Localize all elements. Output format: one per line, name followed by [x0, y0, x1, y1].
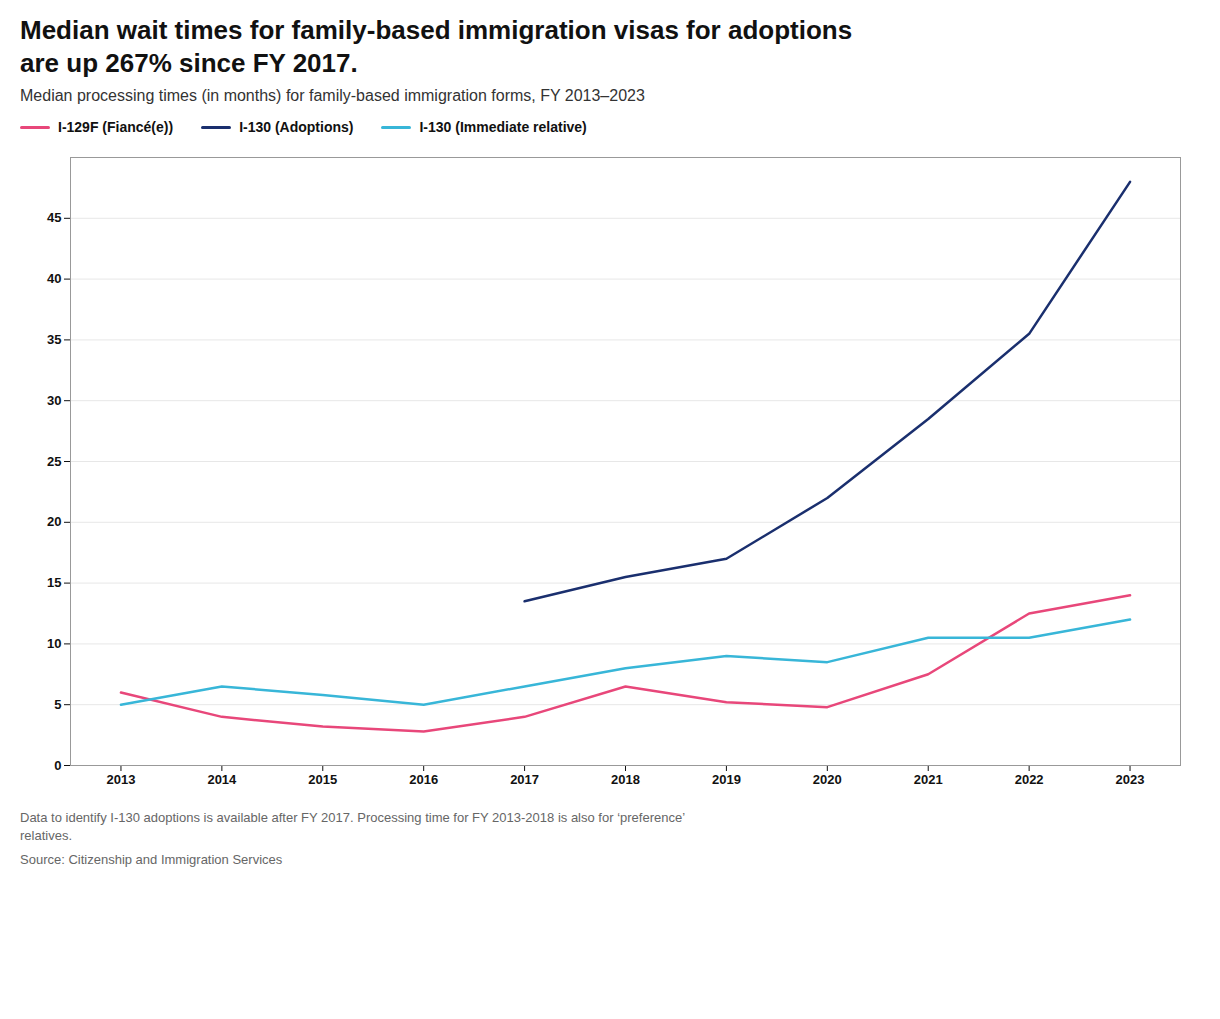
- html-text:Median processing times (in mo: Median processing times (in months) for …: [20, 87, 645, 104]
- svg-text:2017: 2017: [510, 772, 539, 787]
- svg-text:25: 25: [47, 454, 61, 469]
- svg-text:10: 10: [47, 636, 61, 651]
- html-text:Data to identify I-130 adoptio: Data to identify I-130 adoptions is avai…: [20, 810, 686, 843]
- svg-text:35: 35: [47, 332, 61, 347]
- html-text:I-130 (Immediate relative): I-130 (Immediate relative): [419, 119, 587, 135]
- svg-text:2013: 2013: [106, 772, 135, 787]
- svg-text:2016: 2016: [409, 772, 438, 787]
- html-text:Median wait times for family-b: Median wait times for family-based immig…: [20, 15, 853, 78]
- svg-text:2020: 2020: [813, 772, 842, 787]
- html-text:I-130 (Adoptions): I-130 (Adoptions): [239, 119, 354, 135]
- svg-text:30: 30: [47, 393, 61, 408]
- svg-text:2014: 2014: [207, 772, 237, 787]
- html-text:Source: Citizenship and Immigr: Source: Citizenship and Immigration Serv…: [20, 852, 283, 868]
- html-text:I-129F (Fiancé(e)): I-129F (Fiancé(e)): [58, 119, 174, 135]
- svg-text:45: 45: [47, 210, 61, 225]
- svg-text:2022: 2022: [1015, 772, 1044, 787]
- svg-text:2021: 2021: [914, 772, 943, 787]
- svg-text:15: 15: [47, 575, 61, 590]
- svg-text:2015: 2015: [308, 772, 337, 787]
- svg-text:40: 40: [47, 271, 61, 286]
- svg-text:20: 20: [47, 514, 61, 529]
- svg-text:2019: 2019: [712, 772, 741, 787]
- svg-text:0: 0: [54, 758, 61, 773]
- svg-text:2023: 2023: [1116, 772, 1145, 787]
- svg-text:2018: 2018: [611, 772, 640, 787]
- svg-text:5: 5: [54, 697, 61, 712]
